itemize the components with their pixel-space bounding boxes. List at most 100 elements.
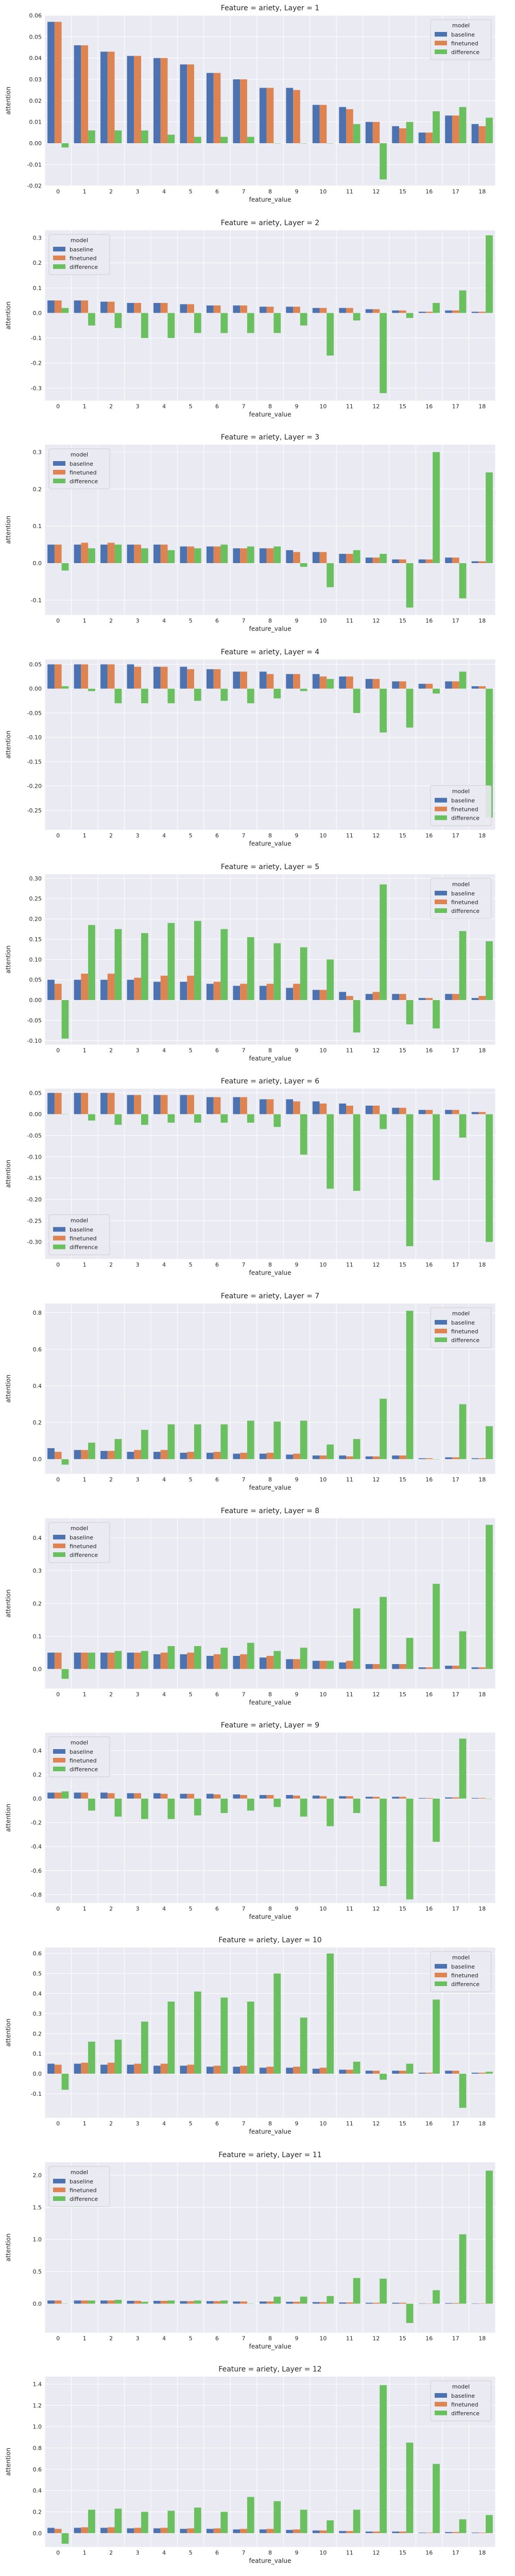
legend: model baseline finetuned difference — [48, 1214, 110, 1256]
x-tick-label: 17 — [452, 1047, 459, 1054]
legend-swatch — [434, 1972, 447, 1977]
bar-finetuned — [478, 1458, 486, 1460]
x-tick-label: 5 — [189, 2121, 193, 2127]
chart-panel: Feature = ariety, Layer = 8 0.0 0.1 0.2 0.3 0… — [5, 1507, 496, 1706]
bar-baseline — [365, 2302, 373, 2304]
y-tick-label: 2.0 — [33, 2172, 42, 2179]
x-tick-label: 6 — [215, 1262, 219, 1268]
bar-baseline — [339, 2070, 347, 2074]
bar-baseline — [286, 1659, 294, 1669]
legend-swatch — [53, 2178, 66, 2183]
y-tick-label: -0.1 — [31, 2091, 42, 2097]
legend-label: difference — [70, 1244, 98, 1251]
bar-difference — [300, 947, 307, 1000]
y-tick-label: 0.8 — [33, 1310, 42, 1316]
bar-baseline — [74, 1792, 81, 1799]
x-tick-label: 11 — [346, 833, 353, 839]
legend-swatch — [53, 264, 66, 269]
bar-difference — [167, 688, 175, 704]
x-tick-label: 6 — [215, 1691, 219, 1698]
legend-swatch — [434, 1328, 447, 1333]
bar-finetuned — [478, 995, 486, 1000]
legend-label: difference — [451, 1337, 479, 1344]
bar-difference — [300, 688, 307, 691]
bar-baseline — [392, 560, 399, 564]
x-tick-label: 1 — [83, 1477, 87, 1483]
bar-baseline — [418, 1667, 426, 1669]
legend-swatch — [53, 1758, 66, 1763]
bar-baseline — [365, 122, 373, 143]
bar-difference — [247, 313, 254, 333]
bar-finetuned — [187, 547, 194, 564]
bar-difference — [194, 548, 201, 564]
bar-finetuned — [372, 1456, 380, 1460]
bar-finetuned — [54, 2300, 62, 2304]
y-tick-label: -0.15 — [27, 1175, 42, 1182]
x-tick-label: 9 — [295, 1262, 298, 1268]
bar-baseline — [286, 2067, 294, 2074]
legend: model baseline finetuned difference — [430, 1951, 492, 1992]
bar-difference — [220, 313, 228, 333]
bar-finetuned — [107, 2300, 115, 2304]
y-tick-label: 0.15 — [29, 936, 42, 943]
legend-label: finetuned — [451, 1972, 478, 1979]
bar-finetuned — [399, 560, 406, 564]
bar-finetuned — [319, 2530, 327, 2534]
legend-label: finetuned — [451, 806, 478, 813]
bar-baseline — [153, 302, 161, 313]
x-tick-label: 16 — [425, 1262, 433, 1268]
bar-baseline — [100, 1093, 108, 1114]
x-tick-label: 17 — [452, 1477, 459, 1483]
y-axis-label: attention — [5, 945, 12, 974]
bar-finetuned — [54, 1792, 62, 1799]
bar-difference — [141, 933, 148, 1000]
x-tick-label: 15 — [399, 618, 406, 624]
bar-finetuned — [346, 2302, 353, 2304]
bar-finetuned — [81, 1093, 89, 1114]
bar-baseline — [259, 2529, 267, 2534]
bar-finetuned — [346, 308, 353, 313]
y-tick-label: 0.30 — [29, 875, 42, 882]
x-tick-label: 6 — [215, 833, 219, 839]
bar-difference — [273, 1973, 281, 2074]
bar-difference — [141, 1651, 148, 1669]
bar-baseline — [392, 1797, 399, 1799]
bar-difference — [406, 1799, 414, 1900]
bar-difference — [167, 313, 175, 338]
y-tick-label: 0.0 — [33, 1795, 42, 1802]
legend-swatch — [53, 1552, 66, 1557]
bar-baseline — [286, 550, 294, 564]
bar-difference — [380, 884, 387, 1000]
bar-finetuned — [240, 2065, 247, 2074]
bar-difference — [194, 1114, 201, 1123]
bar-difference — [380, 1114, 387, 1129]
bar-difference — [273, 2296, 281, 2304]
bar-difference — [61, 1791, 69, 1799]
x-tick-label: 4 — [162, 1691, 166, 1698]
bar-finetuned — [293, 984, 300, 1000]
x-tick-label: 3 — [136, 2335, 140, 2342]
x-tick-label: 16 — [425, 1047, 433, 1054]
x-tick-label: 12 — [372, 1906, 380, 1912]
bar-difference — [433, 999, 440, 1028]
bar-finetuned — [81, 973, 89, 1000]
x-tick-label: 8 — [268, 189, 272, 195]
x-tick-label: 15 — [399, 1691, 406, 1698]
x-tick-label: 3 — [136, 1477, 140, 1483]
bar-difference — [167, 1424, 175, 1460]
legend-title: model — [452, 1310, 470, 1317]
bar-difference — [300, 1420, 307, 1460]
x-tick-label: 11 — [346, 1477, 353, 1483]
y-tick-label: 0.05 — [29, 976, 42, 983]
legend-swatch — [434, 1963, 447, 1969]
bar-baseline — [312, 674, 320, 689]
x-tick-label: 16 — [425, 618, 433, 624]
bar-difference — [220, 1997, 228, 2074]
x-tick-label: 9 — [295, 2550, 298, 2556]
x-tick-label: 12 — [372, 1262, 380, 1268]
legend-title: model — [71, 451, 88, 458]
bar-baseline — [259, 986, 267, 1000]
y-tick-label: 0.5 — [33, 1971, 42, 1977]
bar-difference — [114, 313, 122, 328]
x-tick-label: 1 — [83, 618, 87, 624]
